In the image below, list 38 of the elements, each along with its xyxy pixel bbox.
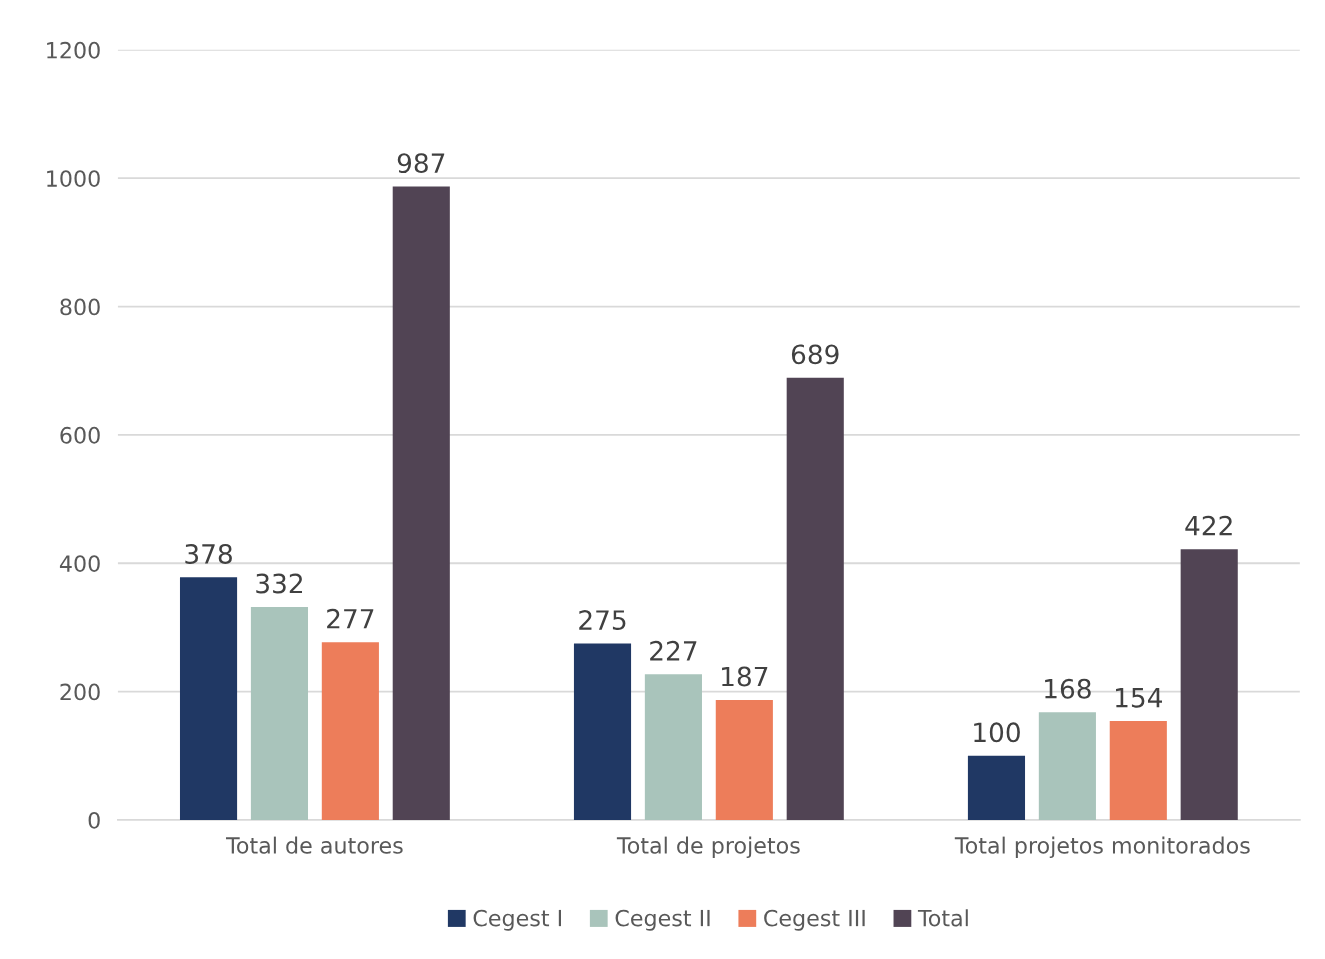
bar (250, 606, 309, 820)
legend-label: Cegest I (473, 909, 562, 931)
legend-label: Cegest III (764, 909, 865, 931)
y-tick-label: 0 (88, 811, 100, 829)
bar (573, 643, 632, 820)
data-label: 100 (974, 722, 1020, 743)
x-tick-label: Total projetos monitorados (954, 836, 1250, 859)
data-label: 275 (579, 610, 626, 631)
bar (1180, 549, 1238, 820)
bar (967, 755, 1026, 820)
bar (321, 642, 379, 820)
data-label: 689 (791, 344, 839, 365)
data-label: 378 (185, 543, 232, 564)
data-label: 422 (1185, 515, 1232, 536)
bar (1038, 712, 1096, 820)
y-tick-label: 400 (59, 555, 100, 573)
bar (179, 577, 238, 820)
x-tick-label: Total de autores (225, 836, 403, 854)
bar (715, 699, 773, 820)
bar (644, 674, 702, 820)
x-tick-label: Total de projetos (616, 836, 800, 859)
bar (1109, 721, 1167, 820)
data-label: 168 (1045, 678, 1091, 699)
bar (786, 377, 844, 820)
y-tick-label: 600 (60, 426, 100, 444)
y-tick-label: 200 (60, 683, 100, 701)
data-label: 987 (397, 153, 445, 174)
data-label: 277 (327, 608, 374, 629)
data-label: 227 (650, 640, 697, 661)
y-tick-label: 1200 (47, 41, 100, 59)
legend-label: Total (917, 909, 968, 927)
bar (392, 186, 450, 820)
y-tick-label: 1000 (47, 170, 100, 187)
legend-label: Cegest II (615, 909, 710, 931)
data-label: 154 (1116, 688, 1162, 708)
data-label: 332 (256, 573, 302, 594)
y-tick-label: 800 (60, 298, 100, 316)
data-label: 187 (722, 666, 768, 687)
